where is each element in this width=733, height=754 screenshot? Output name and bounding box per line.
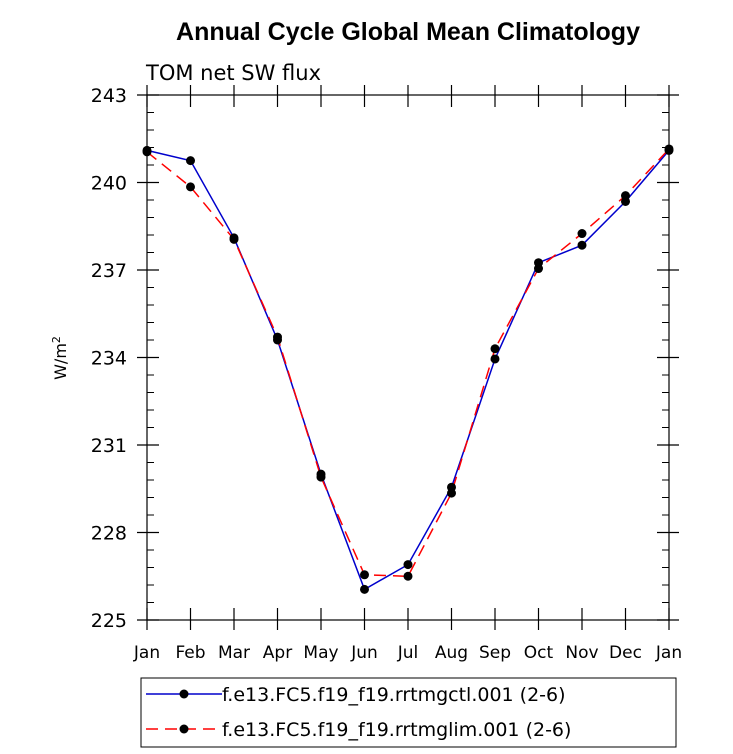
- y-tick-label: 231: [91, 435, 127, 457]
- y-minor-ticks: [147, 112, 669, 603]
- legend-label-lim: f.e13.FC5.f19_f19.rrtmglim.001 (2-6): [222, 719, 571, 741]
- x-tick-label: Dec: [609, 643, 642, 663]
- x-tick-label: Jun: [350, 643, 378, 663]
- y-tick-label: 240: [91, 173, 127, 195]
- x-tick-label: Apr: [263, 643, 292, 663]
- x-tick-label: May: [303, 643, 338, 663]
- x-tick-label: Jan: [655, 643, 682, 663]
- data-point: [490, 344, 500, 354]
- legend-marker-lim: [179, 724, 189, 734]
- series-line-1: [146, 148, 670, 578]
- data-point: [490, 354, 500, 364]
- data-point: [360, 570, 369, 580]
- series-group: [142, 144, 674, 594]
- x-tick-label: Oct: [524, 643, 554, 663]
- chart-title: Annual Cycle Global Mean Climatology: [176, 18, 640, 46]
- legend: f.e13.FC5.f19_f19.rrtmgctl.001 (2-6) f.e…: [140, 677, 677, 748]
- y-tick-label: 228: [91, 523, 127, 545]
- x-tick-label: Jan: [133, 643, 160, 663]
- y-tick-label: 237: [91, 260, 127, 282]
- series-line-0: [146, 149, 670, 591]
- data-point: [316, 472, 326, 482]
- x-tick-label: Feb: [175, 643, 205, 663]
- y-tick-label: 225: [91, 610, 127, 632]
- x-tick-label: Sep: [479, 643, 511, 663]
- y-tick-labels: 225 228 231 234 237 240 243: [91, 85, 127, 632]
- data-point: [186, 182, 195, 192]
- data-point: [360, 584, 369, 594]
- chart-subtitle: TOM net SW flux: [145, 61, 321, 85]
- y-major-ticks: [137, 94, 679, 621]
- x-tick-label: Jul: [397, 643, 419, 663]
- y-tick-label: 243: [91, 85, 127, 107]
- legend-marker-ctl: [179, 689, 189, 699]
- data-point: [229, 234, 239, 244]
- data-point: [403, 560, 413, 570]
- x-tick-label: Aug: [435, 643, 468, 663]
- legend-label-ctl: f.e13.FC5.f19_f19.rrtmgctl.001 (2-6): [222, 684, 566, 706]
- data-point: [403, 571, 413, 581]
- y-axis-label: W/m2: [50, 336, 70, 380]
- legend-box: [140, 677, 677, 748]
- data-point: [186, 156, 195, 166]
- data-point: [447, 488, 456, 498]
- y-tick-label: 234: [91, 348, 127, 370]
- data-point: [621, 191, 630, 201]
- data-point: [534, 264, 543, 274]
- data-point: [577, 240, 587, 250]
- plot-frame: [146, 94, 670, 621]
- x-ticks: [146, 85, 670, 630]
- x-tick-labels: Jan Feb Mar Apr May Jun Jul Aug Sep Oct Nov Dec Jan: [133, 643, 682, 663]
- data-point: [577, 229, 587, 239]
- x-tick-label: Mar: [218, 643, 250, 663]
- data-point: [273, 332, 282, 342]
- x-tick-label: Nov: [565, 643, 598, 663]
